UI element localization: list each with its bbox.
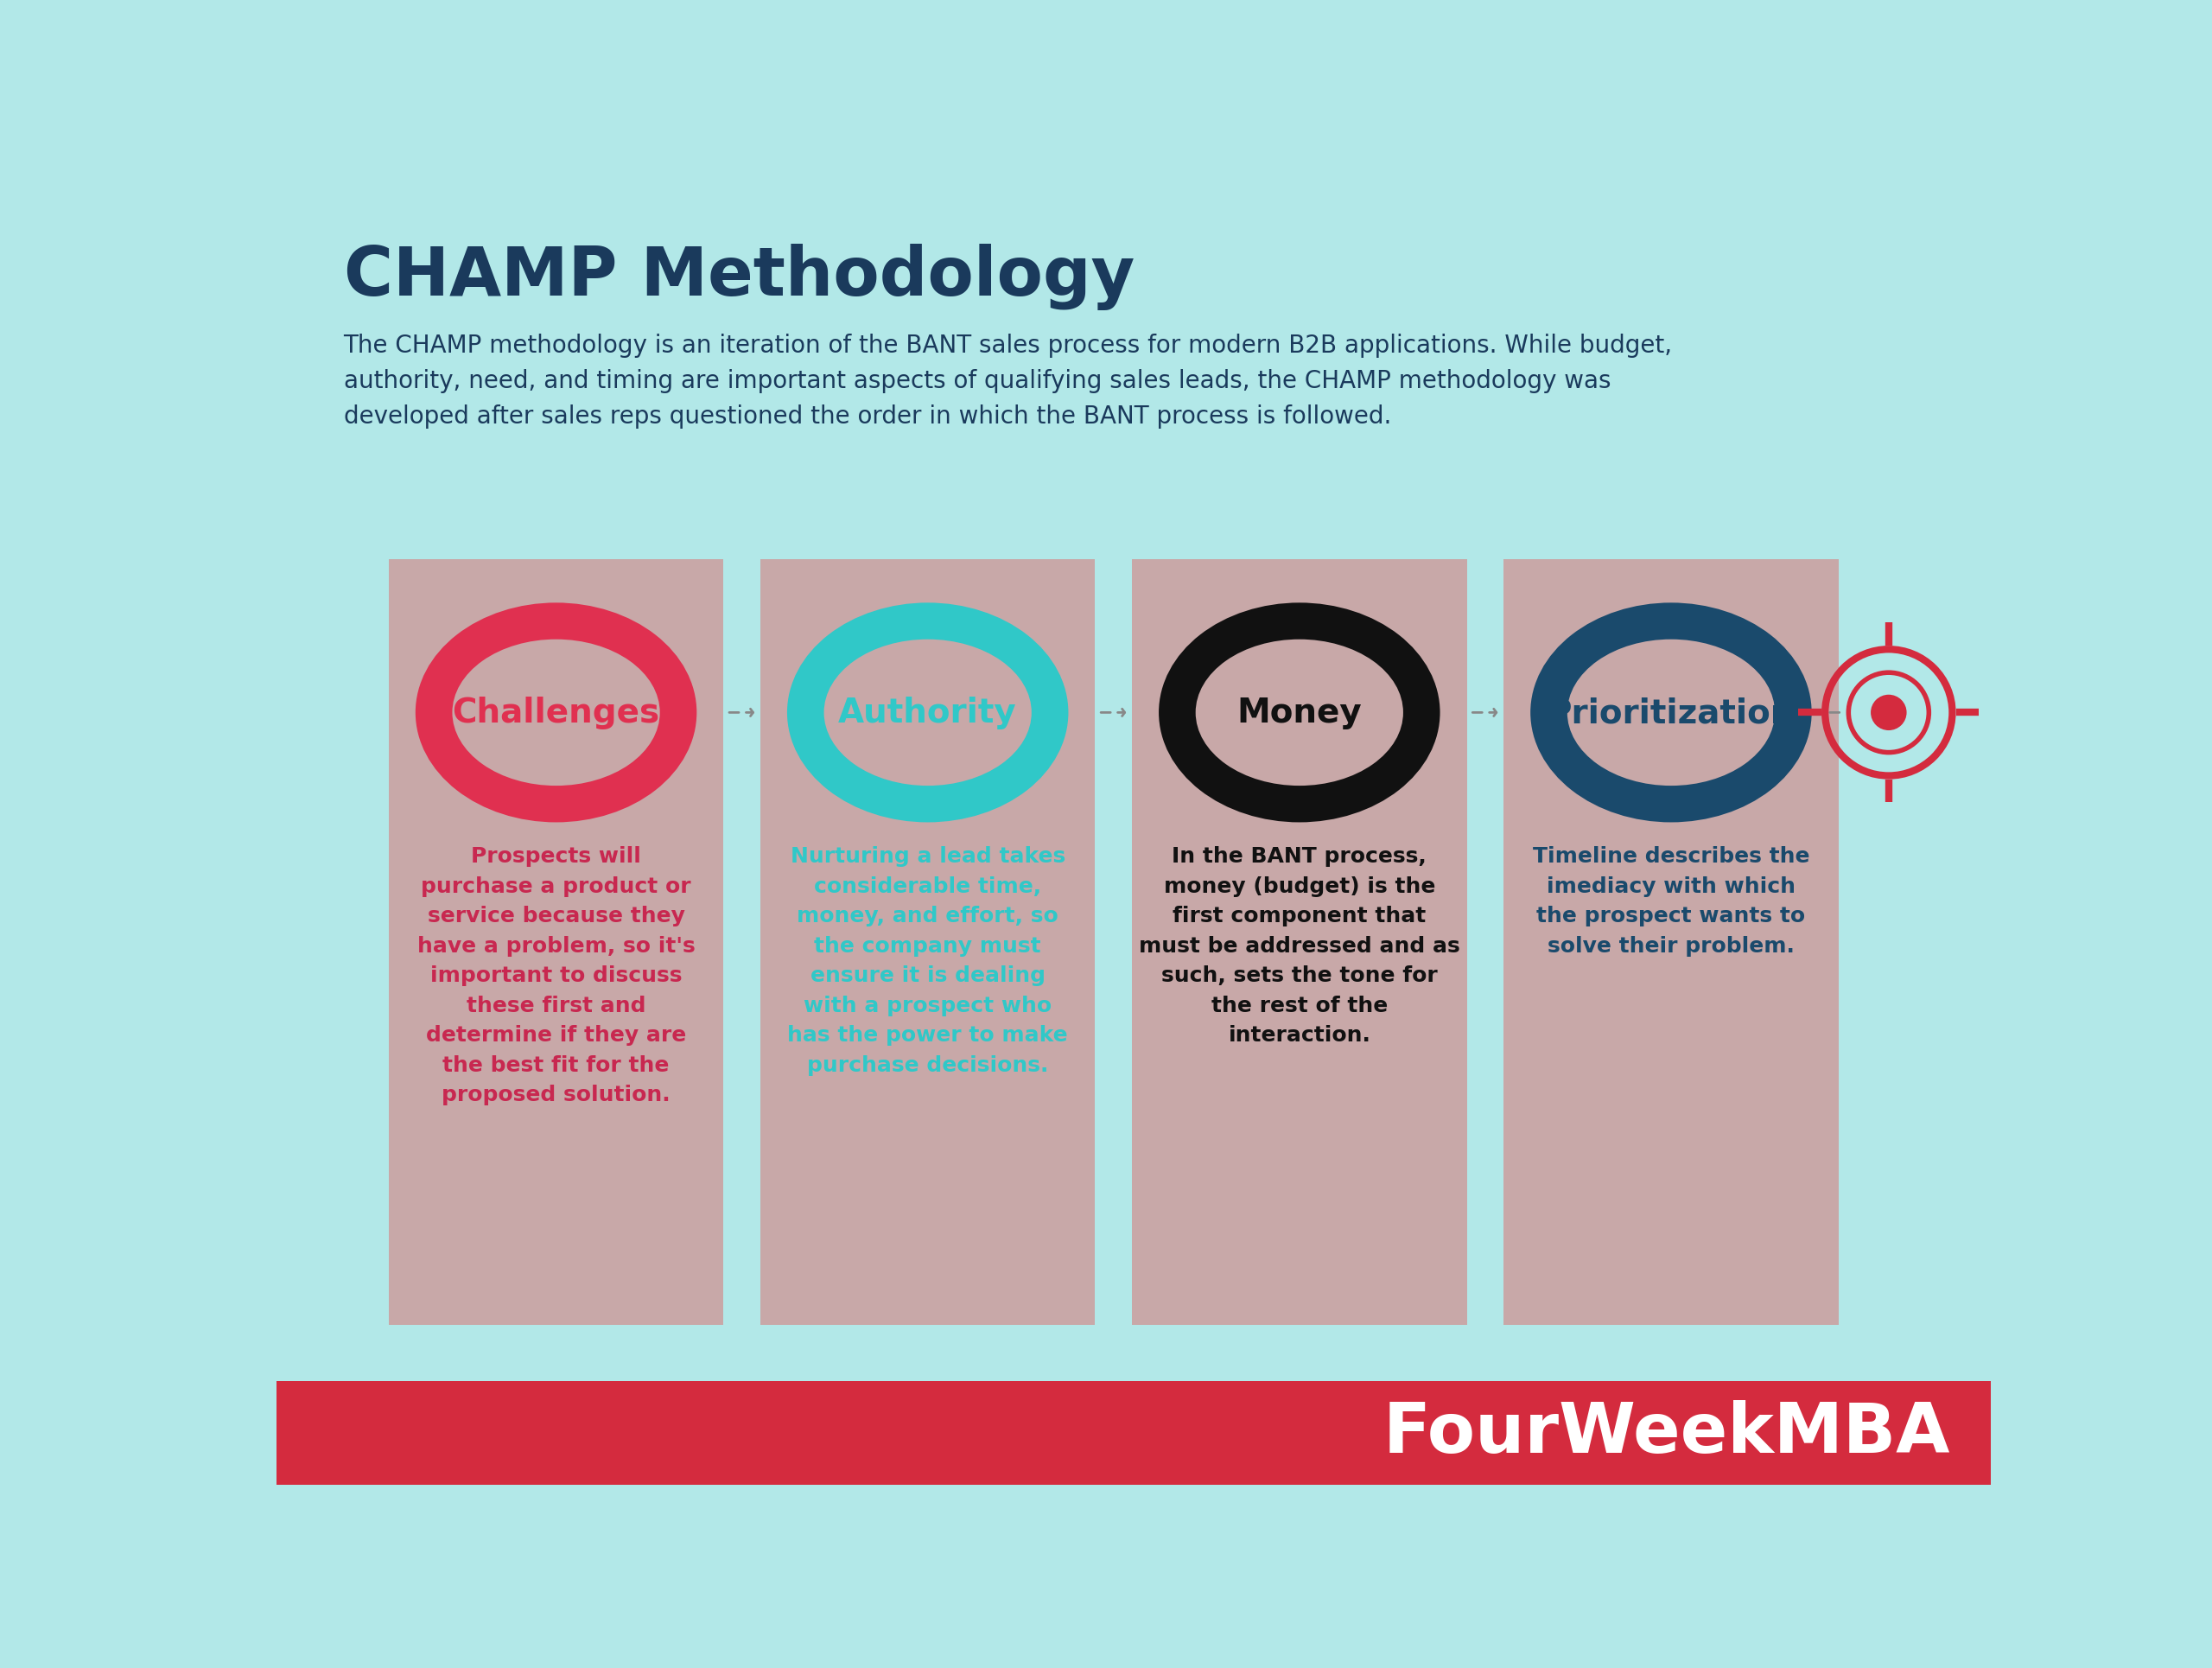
FancyBboxPatch shape [389, 560, 723, 1324]
Ellipse shape [1568, 641, 1774, 786]
FancyBboxPatch shape [1504, 560, 1838, 1324]
Text: The CHAMP methodology is an iteration of the BANT sales process for modern B2B a: The CHAMP methodology is an iteration of… [343, 334, 1672, 429]
Ellipse shape [416, 604, 697, 822]
Ellipse shape [1197, 641, 1402, 786]
Ellipse shape [1531, 604, 1812, 822]
Ellipse shape [1871, 696, 1905, 729]
Text: CHAMP Methodology: CHAMP Methodology [343, 244, 1135, 310]
Ellipse shape [1159, 604, 1440, 822]
Text: In the BANT process,
money (budget) is the
first component that
must be addresse: In the BANT process, money (budget) is t… [1139, 846, 1460, 1046]
Text: Authority: Authority [838, 697, 1018, 729]
FancyBboxPatch shape [1133, 560, 1467, 1324]
Ellipse shape [451, 641, 659, 786]
Text: Timeline describes the
imediacy with which
the prospect wants to
solve their pro: Timeline describes the imediacy with whi… [1533, 846, 1809, 956]
Text: Prospects will
purchase a product or
service because they
have a problem, so it': Prospects will purchase a product or ser… [418, 846, 695, 1104]
Text: Challenges: Challenges [451, 697, 659, 729]
FancyBboxPatch shape [761, 560, 1095, 1324]
Text: Money: Money [1237, 697, 1363, 729]
Text: Prioritization: Prioritization [1548, 697, 1794, 729]
Text: Nurturing a lead takes
considerable time,
money, and effort, so
the company must: Nurturing a lead takes considerable time… [787, 846, 1068, 1076]
Text: FourWeekMBA: FourWeekMBA [1382, 1399, 1951, 1466]
FancyBboxPatch shape [276, 1381, 1991, 1485]
Ellipse shape [823, 641, 1031, 786]
Ellipse shape [787, 604, 1068, 822]
